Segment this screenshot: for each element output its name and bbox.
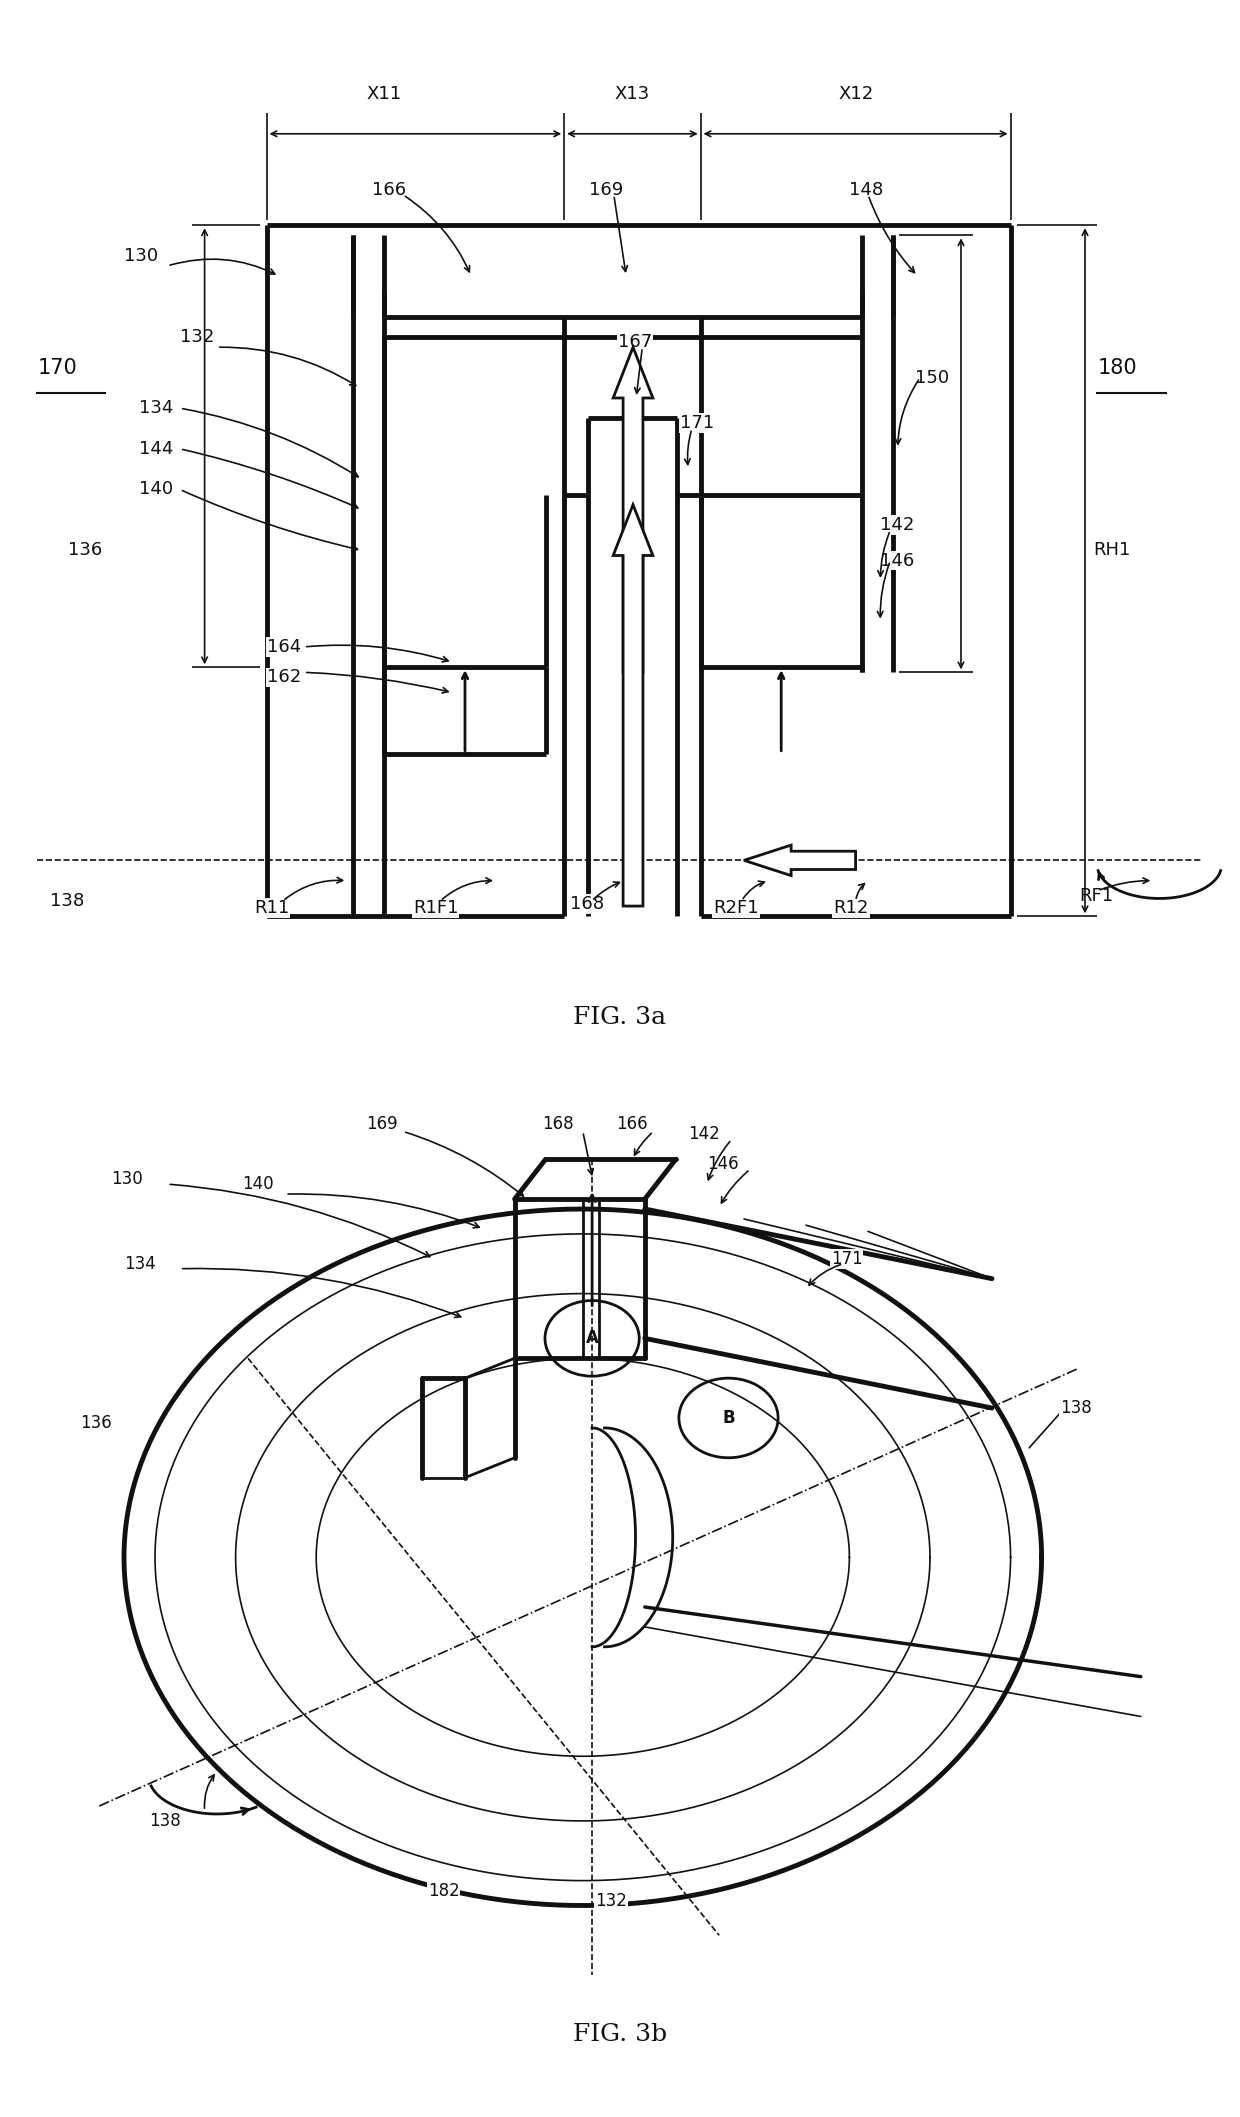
Text: X11: X11 xyxy=(367,85,402,104)
Text: 134: 134 xyxy=(124,1255,156,1272)
Text: 138: 138 xyxy=(149,1812,181,1829)
Text: FIG. 3a: FIG. 3a xyxy=(573,1006,667,1029)
Text: 169: 169 xyxy=(589,180,624,199)
Text: 132: 132 xyxy=(595,1890,627,1910)
Text: 134: 134 xyxy=(139,400,174,417)
Text: 182: 182 xyxy=(428,1882,460,1899)
Text: 146: 146 xyxy=(880,553,915,569)
Text: 136: 136 xyxy=(68,542,103,559)
Text: RH1: RH1 xyxy=(1094,542,1131,559)
Text: 142: 142 xyxy=(688,1126,720,1143)
Text: 148: 148 xyxy=(849,180,884,199)
Text: 171: 171 xyxy=(680,415,714,432)
Text: X12: X12 xyxy=(838,85,873,104)
Text: 146: 146 xyxy=(707,1156,739,1173)
Polygon shape xyxy=(613,504,652,906)
Text: 167: 167 xyxy=(618,332,652,351)
Text: 164: 164 xyxy=(267,637,301,656)
Text: 168: 168 xyxy=(570,895,605,912)
Text: 150: 150 xyxy=(915,368,950,387)
Text: R2F1: R2F1 xyxy=(713,900,759,917)
Text: R1F1: R1F1 xyxy=(413,900,459,917)
Text: 142: 142 xyxy=(880,517,915,533)
Text: A: A xyxy=(585,1329,599,1346)
Text: 170: 170 xyxy=(37,358,77,377)
Text: R11: R11 xyxy=(254,900,289,917)
Text: 136: 136 xyxy=(81,1414,113,1431)
Text: RF1: RF1 xyxy=(1079,887,1114,904)
Text: B: B xyxy=(722,1410,735,1427)
Text: 166: 166 xyxy=(372,180,407,199)
Text: FIG. 3b: FIG. 3b xyxy=(573,2024,667,2047)
Text: 140: 140 xyxy=(139,481,174,497)
Text: R12: R12 xyxy=(833,900,869,917)
Text: 168: 168 xyxy=(542,1116,574,1133)
Polygon shape xyxy=(613,347,652,673)
Text: 169: 169 xyxy=(366,1116,398,1133)
Text: 138: 138 xyxy=(50,891,84,910)
Text: 144: 144 xyxy=(139,440,174,457)
Text: X13: X13 xyxy=(615,85,650,104)
Text: 140: 140 xyxy=(242,1175,274,1194)
Text: 166: 166 xyxy=(616,1116,649,1133)
Text: 132: 132 xyxy=(180,328,215,345)
Text: 138: 138 xyxy=(1060,1399,1092,1416)
Text: 162: 162 xyxy=(267,669,301,686)
Polygon shape xyxy=(744,845,856,876)
Text: 130: 130 xyxy=(112,1171,144,1188)
Text: 171: 171 xyxy=(831,1249,863,1268)
Text: 180: 180 xyxy=(1097,358,1137,377)
Text: 130: 130 xyxy=(124,248,159,265)
